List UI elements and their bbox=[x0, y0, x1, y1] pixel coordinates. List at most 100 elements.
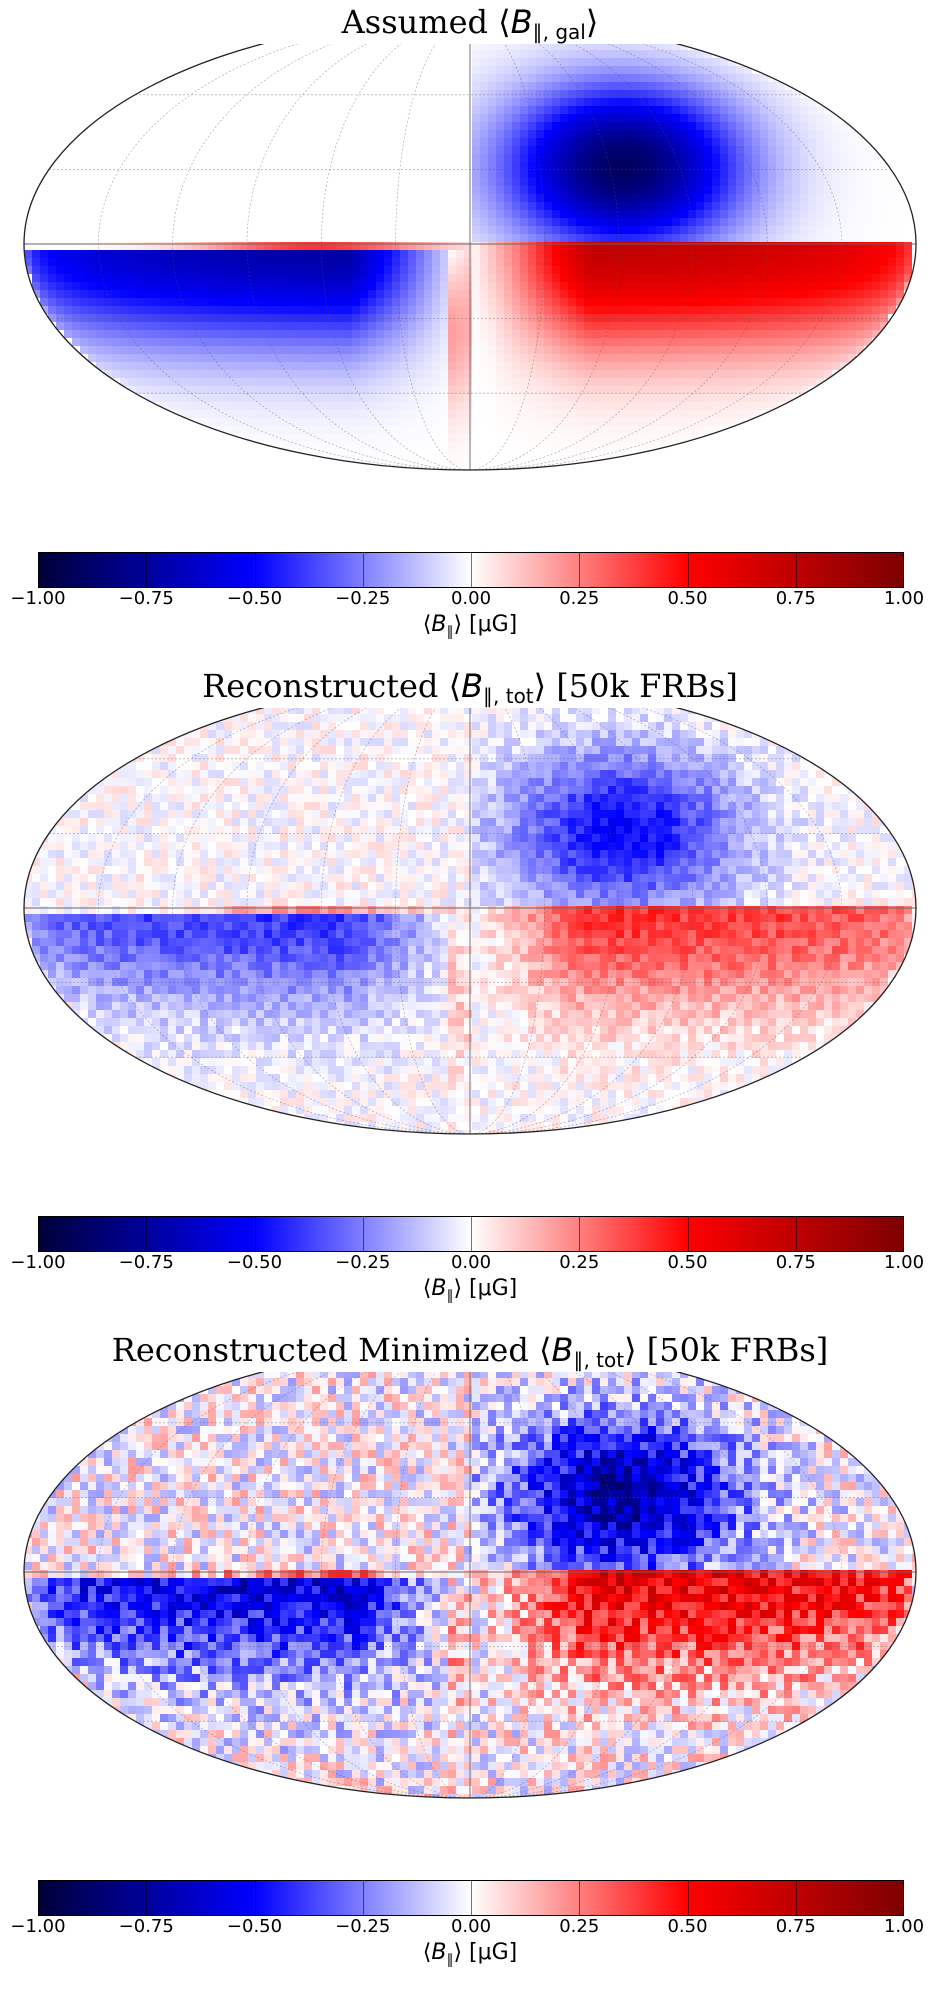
heatmap-cell bbox=[432, 314, 441, 323]
heatmap-cell bbox=[736, 242, 745, 251]
heatmap-cell bbox=[368, 402, 377, 411]
heatmap-cell bbox=[184, 346, 193, 355]
heatmap-cell bbox=[296, 346, 305, 355]
heatmap-cell bbox=[648, 210, 657, 219]
heatmap-cell bbox=[496, 234, 505, 243]
heatmap-cell bbox=[672, 394, 681, 403]
heatmap-cell bbox=[256, 122, 265, 131]
heatmap-cell bbox=[608, 298, 617, 307]
heatmap-cell bbox=[744, 330, 753, 339]
heatmap-cell bbox=[336, 50, 345, 59]
heatmap-cell bbox=[520, 50, 529, 59]
heatmap-cell bbox=[760, 122, 769, 131]
heatmap-cell bbox=[784, 226, 793, 235]
heatmap-cell bbox=[192, 354, 201, 363]
heatmap-cell bbox=[336, 194, 345, 203]
heatmap-cell bbox=[328, 394, 337, 403]
heatmap-cell bbox=[488, 322, 497, 331]
heatmap-cell bbox=[408, 178, 417, 187]
heatmap-cell bbox=[176, 322, 185, 331]
heatmap-cell bbox=[48, 282, 57, 291]
heatmap-cell bbox=[752, 226, 761, 235]
heatmap-cell bbox=[440, 290, 449, 299]
heatmap-cell bbox=[144, 146, 153, 155]
heatmap-cell bbox=[240, 234, 249, 243]
heatmap-cell bbox=[728, 114, 737, 123]
heatmap-cell bbox=[544, 162, 553, 171]
heatmap-cell bbox=[240, 426, 249, 435]
heatmap-cell bbox=[144, 346, 153, 355]
heatmap-cell bbox=[824, 314, 833, 323]
heatmap-cell bbox=[712, 90, 721, 99]
heatmap-cell bbox=[584, 418, 593, 427]
heatmap-cell bbox=[240, 218, 249, 227]
heatmap-cell bbox=[456, 258, 465, 267]
heatmap-cell bbox=[472, 466, 481, 470]
heatmap-cell bbox=[640, 178, 649, 187]
heatmap-cell bbox=[344, 122, 353, 131]
heatmap-cell bbox=[264, 322, 273, 331]
heatmap-cell bbox=[544, 210, 553, 219]
heatmap-cell bbox=[880, 314, 889, 323]
heatmap-cell bbox=[552, 242, 561, 251]
heatmap-cell bbox=[552, 218, 561, 227]
heatmap-cell bbox=[784, 274, 793, 283]
heatmap-cell bbox=[584, 186, 593, 195]
heatmap-cell bbox=[304, 250, 313, 259]
heatmap-cell bbox=[632, 154, 641, 163]
heatmap-cell bbox=[288, 242, 297, 251]
heatmap-cell bbox=[496, 370, 505, 379]
heatmap-cell bbox=[120, 210, 129, 219]
heatmap-cell bbox=[480, 338, 489, 347]
heatmap-cell bbox=[480, 282, 489, 291]
heatmap-cell bbox=[624, 298, 633, 307]
heatmap-cell bbox=[736, 130, 745, 139]
heatmap-cell bbox=[544, 298, 553, 307]
heatmap-cell bbox=[344, 210, 353, 219]
heatmap-cell bbox=[416, 114, 425, 123]
heatmap-cell bbox=[416, 170, 425, 179]
heatmap-cell bbox=[584, 378, 593, 387]
heatmap-cell bbox=[400, 90, 409, 99]
heatmap-cell bbox=[488, 106, 497, 115]
heatmap-cell bbox=[456, 378, 465, 387]
heatmap-cell bbox=[456, 226, 465, 235]
heatmap-cell bbox=[376, 362, 385, 371]
heatmap-cell bbox=[584, 66, 593, 75]
heatmap-cell bbox=[192, 186, 201, 195]
heatmap-cell bbox=[424, 330, 433, 339]
heatmap-cell bbox=[656, 122, 665, 131]
heatmap-cell bbox=[552, 258, 561, 267]
heatmap-cell bbox=[592, 314, 601, 323]
heatmap-cell bbox=[304, 418, 313, 427]
heatmap-cell bbox=[832, 362, 841, 371]
heatmap-cell bbox=[640, 330, 649, 339]
heatmap-cell bbox=[432, 210, 441, 219]
heatmap-cell bbox=[512, 138, 521, 147]
heatmap-cell bbox=[248, 130, 257, 139]
heatmap-cell bbox=[640, 106, 649, 115]
heatmap-cell bbox=[448, 354, 457, 363]
heatmap-cell bbox=[296, 50, 305, 59]
heatmap-cell bbox=[448, 386, 457, 395]
heatmap-cell bbox=[384, 354, 393, 363]
heatmap-cell bbox=[672, 170, 681, 179]
heatmap-cell bbox=[176, 154, 185, 163]
heatmap-cell bbox=[480, 162, 489, 171]
heatmap-cell bbox=[392, 290, 401, 299]
heatmap-cell bbox=[840, 266, 849, 275]
heatmap-cell bbox=[96, 130, 105, 139]
heatmap-cell bbox=[696, 58, 705, 67]
heatmap-cell bbox=[544, 66, 553, 75]
heatmap-cell bbox=[520, 322, 529, 331]
heatmap-cell bbox=[256, 194, 265, 203]
heatmap-cell bbox=[168, 402, 177, 411]
heatmap-cell bbox=[384, 458, 393, 467]
heatmap-cell bbox=[152, 226, 161, 235]
heatmap-cell bbox=[352, 218, 361, 227]
heatmap-cell bbox=[464, 74, 473, 83]
heatmap-cell bbox=[400, 98, 409, 107]
heatmap-cell bbox=[624, 194, 633, 203]
heatmap-cell bbox=[352, 154, 361, 163]
heatmap-cell bbox=[176, 210, 185, 219]
